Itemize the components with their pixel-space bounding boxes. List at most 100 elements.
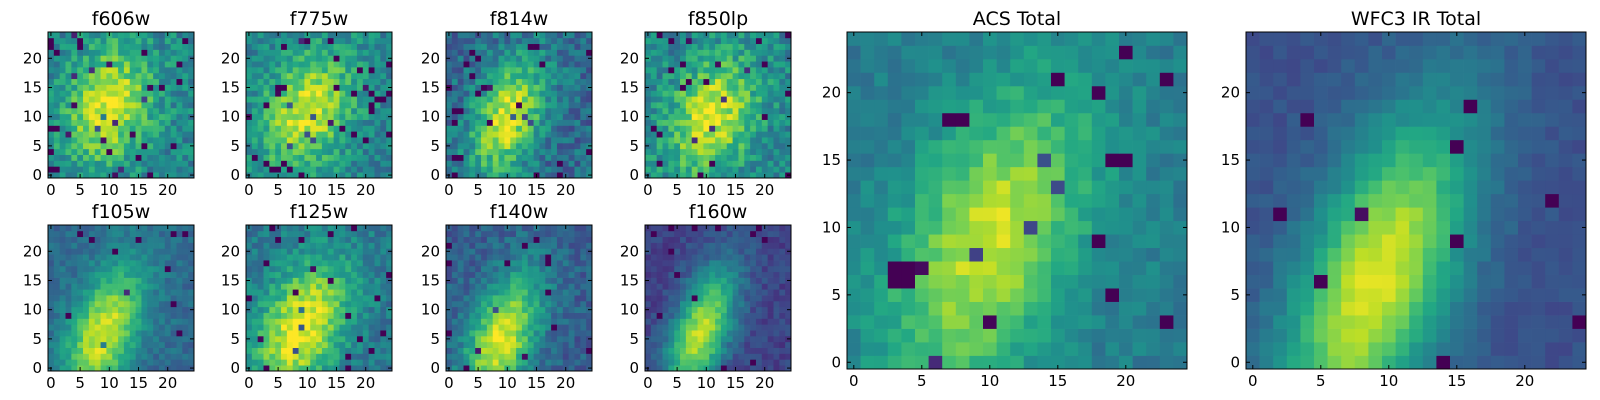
heatmap-cell (463, 131, 470, 138)
heatmap-cell (374, 137, 381, 144)
heatmap-cell (298, 49, 305, 56)
heatmap-cell (463, 49, 470, 56)
heatmap-cell (316, 113, 323, 120)
heatmap-cell (298, 160, 305, 167)
heatmap-cell (562, 341, 569, 348)
heatmap-cell (362, 324, 369, 331)
heatmap-cell (386, 43, 393, 50)
heatmap-cell (106, 55, 113, 62)
heatmap-cell (65, 67, 72, 74)
heatmap-cell (269, 283, 276, 290)
heatmap-cell (292, 96, 299, 103)
heatmap-cell (141, 365, 148, 372)
heatmap-cell (674, 67, 681, 74)
heatmap-cell (767, 318, 774, 325)
heatmap-cell (580, 236, 587, 243)
x-tick-label: 10 (697, 181, 716, 199)
heatmap-cell (246, 107, 253, 115)
heatmap-cell (351, 72, 358, 80)
heatmap-cell (275, 166, 282, 173)
heatmap-cell (333, 102, 340, 109)
heatmap-cell (510, 142, 517, 150)
heatmap-cell (720, 142, 728, 150)
heatmap-cell (345, 148, 352, 155)
heatmap-cell (755, 113, 763, 120)
heatmap-cell (88, 260, 96, 267)
heatmap-cell (446, 318, 453, 325)
heatmap-cell (386, 318, 393, 325)
heatmap-cell (533, 107, 540, 115)
heatmap-cell (153, 330, 160, 337)
heatmap-cell (562, 96, 569, 103)
heatmap-cell (674, 300, 681, 308)
heatmap-cell (333, 125, 340, 132)
heatmap-cell (275, 306, 282, 313)
heatmap-cell (188, 37, 195, 45)
heatmap-cell (257, 90, 264, 97)
heatmap-cell (556, 254, 564, 261)
heatmap-cell (310, 84, 317, 91)
heatmap-cell (251, 172, 259, 179)
heatmap-cell (374, 230, 381, 238)
heatmap-cell (545, 271, 552, 278)
heatmap-cell (251, 236, 259, 243)
heatmap-cell (286, 277, 294, 284)
heatmap-cell (697, 172, 704, 179)
heatmap-cell (656, 131, 663, 138)
heatmap-cell (257, 78, 264, 85)
heatmap-cell (516, 61, 523, 68)
heatmap-cell (545, 137, 552, 144)
heatmap-cell (339, 72, 346, 80)
heatmap-cell (457, 137, 464, 144)
heatmap-cell (135, 166, 142, 173)
heatmap-cell (475, 306, 482, 313)
heatmap-cell (498, 300, 505, 308)
heatmap-cell (327, 225, 334, 232)
heatmap-cell (709, 335, 716, 343)
heatmap-cell (182, 306, 189, 313)
heatmap-cell (691, 113, 698, 120)
heatmap-cell (310, 318, 317, 325)
heatmap-cell (48, 271, 55, 278)
heatmap-cell (94, 330, 101, 337)
heatmap-cell (118, 78, 125, 85)
heatmap-cell (732, 72, 739, 80)
heatmap-cell (668, 84, 675, 91)
heatmap-cell (498, 125, 505, 132)
heatmap-cell (77, 142, 84, 150)
heatmap-cell (726, 365, 733, 372)
heatmap-cell (674, 160, 681, 167)
heatmap-cell (498, 347, 505, 354)
heatmap-cell (83, 84, 90, 91)
heatmap-cell (59, 90, 66, 97)
heatmap-cell (761, 37, 768, 45)
heatmap-cell (697, 160, 704, 167)
heatmap-cell (755, 107, 763, 115)
heatmap-cell (176, 242, 183, 249)
heatmap-cell (773, 96, 780, 103)
heatmap-cell (539, 37, 546, 45)
heatmap-cell (545, 283, 552, 290)
heatmap-cell (48, 324, 55, 331)
heatmap-cell (292, 113, 299, 120)
heatmap-cell (71, 225, 78, 232)
heatmap-cell (761, 43, 768, 50)
heatmap-cell (88, 347, 96, 354)
heatmap-cell (761, 72, 768, 80)
heatmap-cell (556, 137, 564, 144)
heatmap-cell (668, 90, 675, 97)
heatmap-cell (164, 113, 171, 120)
heatmap-cell (463, 90, 470, 97)
heatmap-cell (380, 289, 387, 296)
heatmap-cell (574, 125, 581, 132)
heatmap-cell (257, 324, 264, 331)
heatmap-cell (674, 312, 681, 319)
heatmap-cell (170, 295, 177, 302)
heatmap-cell (475, 84, 482, 91)
heatmap-cell (176, 154, 183, 161)
heatmap-cell (176, 67, 183, 74)
heatmap-cell (170, 67, 177, 74)
heatmap-cell (761, 102, 768, 109)
heatmap-cell (545, 248, 552, 255)
